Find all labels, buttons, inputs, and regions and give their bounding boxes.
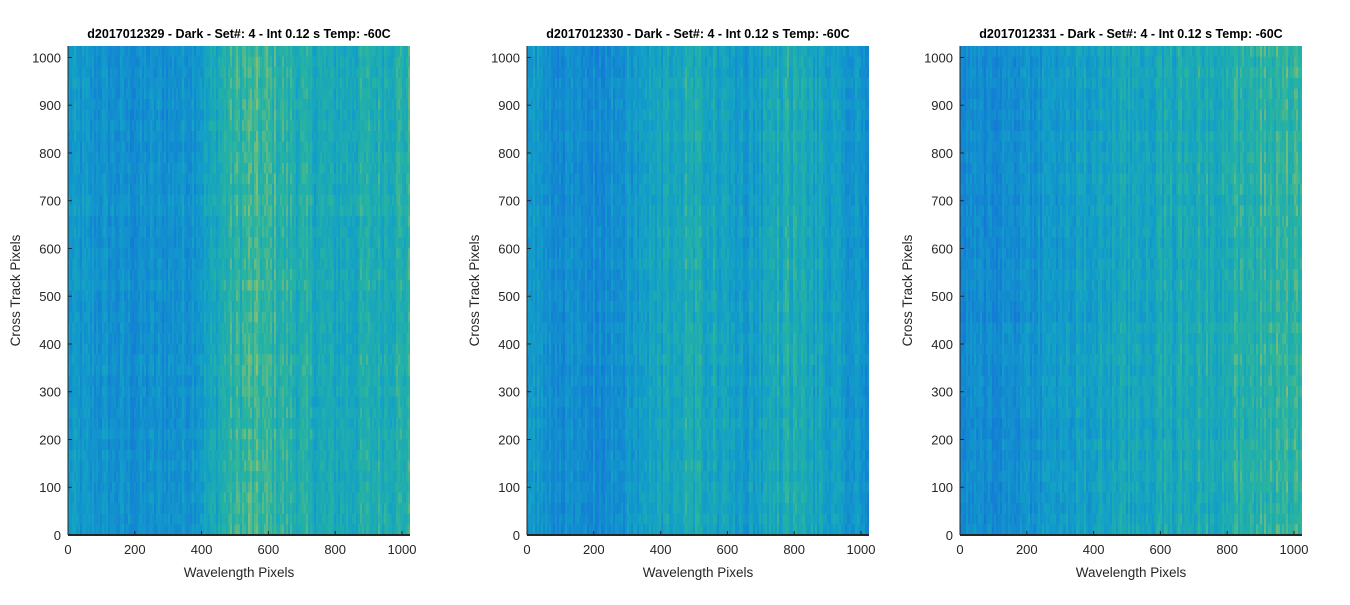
y-tick-label: 300 [39, 385, 61, 400]
y-tick-label: 900 [931, 98, 953, 113]
y-tick-label: 100 [498, 480, 520, 495]
x-tick-label: 600 [717, 542, 739, 557]
y-axis-label: Cross Track Pixels [467, 234, 482, 346]
y-tick-label: 700 [39, 194, 61, 209]
x-tick-label: 200 [124, 542, 146, 557]
x-axis-label: Wavelength Pixels [184, 565, 295, 580]
x-tick-label: 400 [191, 542, 213, 557]
x-tick-label: 0 [64, 542, 71, 557]
y-axis-label: Cross Track Pixels [900, 234, 915, 346]
chart-panel-1: 0 200 400 600 800 1000 0 100 200 300 400 500 600 700 8… [8, 27, 416, 580]
x-tick-label: 400 [650, 542, 672, 557]
x-tick-label: 0 [523, 542, 530, 557]
x-tick-label: 600 [1150, 542, 1172, 557]
y-tick-label: 500 [931, 289, 953, 304]
heatmap-image [527, 46, 870, 536]
y-tick-label: 200 [39, 432, 61, 447]
y-tick-label: 900 [39, 98, 61, 113]
chart-panel-3: 0 200 400 600 800 1000 0 100 200 300 400 500 600 700 8… [900, 27, 1308, 580]
x-tick-label: 0 [956, 542, 963, 557]
x-tick-label: 200 [1016, 542, 1038, 557]
y-tick-label: 600 [39, 241, 61, 256]
heatmap-image [960, 46, 1303, 536]
heatmap-image [68, 46, 411, 536]
y-tick-label: 600 [498, 241, 520, 256]
y-tick-label: 400 [39, 337, 61, 352]
y-tick-label: 1000 [491, 50, 520, 65]
y-tick-label: 500 [39, 289, 61, 304]
y-tick-label: 600 [931, 241, 953, 256]
x-tick-label: 800 [324, 542, 346, 557]
x-tick-label: 600 [258, 542, 280, 557]
y-tick-label: 500 [498, 289, 520, 304]
x-tick-label: 200 [583, 542, 605, 557]
y-tick-label: 400 [931, 337, 953, 352]
chart-title: d2017012329 - Dark - Set#: 4 - Int 0.12 … [87, 27, 390, 41]
y-tick-label: 1000 [924, 50, 953, 65]
y-tick-label: 300 [498, 385, 520, 400]
y-tick-label: 400 [498, 337, 520, 352]
x-tick-label: 1000 [388, 542, 417, 557]
y-tick-label: 200 [498, 432, 520, 447]
x-axis-label: Wavelength Pixels [643, 565, 754, 580]
y-tick-label: 800 [39, 146, 61, 161]
y-tick-label: 800 [931, 146, 953, 161]
y-tick-label: 100 [931, 480, 953, 495]
y-tick-label: 200 [931, 432, 953, 447]
y-tick-label: 900 [498, 98, 520, 113]
chart-title: d2017012330 - Dark - Set#: 4 - Int 0.12 … [546, 27, 849, 41]
x-tick-label: 1000 [847, 542, 876, 557]
y-tick-label: 0 [946, 528, 953, 543]
y-tick-label: 1000 [32, 50, 61, 65]
y-tick-label: 0 [54, 528, 61, 543]
y-axis-label: Cross Track Pixels [8, 234, 23, 346]
chart-title: d2017012331 - Dark - Set#: 4 - Int 0.12 … [979, 27, 1282, 41]
x-tick-label: 800 [1216, 542, 1238, 557]
y-tick-label: 100 [39, 480, 61, 495]
chart-panel-2: 0 200 400 600 800 1000 0 100 200 300 400 500 600 700 8… [467, 27, 875, 580]
x-tick-label: 800 [783, 542, 805, 557]
y-tick-label: 0 [513, 528, 520, 543]
y-tick-label: 700 [931, 194, 953, 209]
y-tick-label: 300 [931, 385, 953, 400]
x-axis-label: Wavelength Pixels [1076, 565, 1187, 580]
y-tick-label: 800 [498, 146, 520, 161]
y-tick-label: 700 [498, 194, 520, 209]
x-tick-label: 1000 [1280, 542, 1309, 557]
x-tick-label: 400 [1083, 542, 1105, 557]
